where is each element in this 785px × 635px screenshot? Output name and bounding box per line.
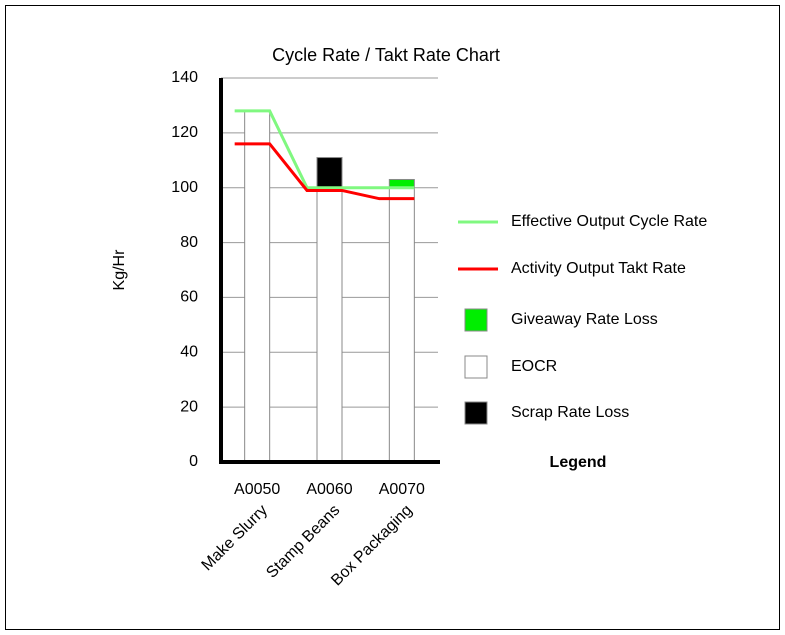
y-tick-label: 140 [171, 69, 198, 86]
legend-label: Effective Output Cycle Rate [511, 213, 707, 230]
chart-title: Cycle Rate / Takt Rate Chart [272, 45, 500, 65]
y-tick-label: 40 [180, 344, 198, 361]
legend-label: EOCR [511, 358, 557, 375]
legend-label: Scrap Rate Loss [511, 404, 629, 421]
y-axis-label: Kg/Hr [111, 249, 128, 291]
y-tick-label: 100 [171, 179, 198, 196]
bar-segment [316, 157, 343, 189]
y-tick-label: 0 [189, 453, 198, 470]
bar-segment [316, 187, 343, 463]
line-series [234, 109, 415, 190]
legend-swatch [464, 308, 488, 332]
bar-segment [388, 187, 415, 463]
y-tick-label: 60 [180, 289, 198, 306]
y-tick-label: 120 [171, 124, 198, 141]
x-tick-label: A0050 [234, 481, 280, 498]
bar-segment [244, 110, 271, 463]
y-tick-label: 80 [180, 234, 198, 251]
x-tick-label: A0070 [379, 481, 425, 498]
x-tick-label: A0060 [306, 481, 352, 498]
y-tick-label: 20 [180, 398, 198, 415]
legend-swatch [464, 401, 488, 425]
legend-label: Giveaway Rate Loss [511, 311, 658, 328]
line-series [234, 142, 415, 201]
legend-label: Activity Output Takt Rate [511, 260, 686, 277]
legend-swatch [464, 355, 488, 379]
legend-title: Legend [550, 454, 607, 471]
